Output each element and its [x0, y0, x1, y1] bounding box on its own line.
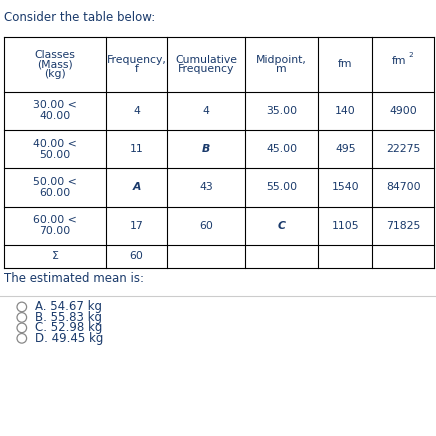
- Text: 1540: 1540: [331, 183, 359, 192]
- Text: 71825: 71825: [386, 221, 420, 231]
- Text: A. 54.67 kg: A. 54.67 kg: [35, 300, 102, 313]
- Text: 43: 43: [199, 183, 213, 192]
- Text: 4900: 4900: [389, 106, 417, 116]
- Text: fm: fm: [392, 56, 406, 66]
- Text: C: C: [278, 221, 286, 231]
- Text: 70.00: 70.00: [40, 226, 71, 236]
- Text: 4: 4: [203, 106, 210, 116]
- Text: 50.00 <: 50.00 <: [33, 177, 77, 187]
- Text: 17: 17: [129, 221, 143, 231]
- Text: C. 52.98 kg: C. 52.98 kg: [35, 321, 103, 334]
- Text: Classes: Classes: [34, 50, 75, 60]
- Text: 35.00: 35.00: [266, 106, 297, 116]
- Text: 55.00: 55.00: [266, 183, 297, 192]
- Text: The estimated mean is:: The estimated mean is:: [4, 272, 144, 285]
- Text: Consider the table below:: Consider the table below:: [4, 11, 156, 24]
- Text: Cumulative: Cumulative: [175, 54, 237, 65]
- Text: 84700: 84700: [386, 183, 420, 192]
- Text: f: f: [135, 64, 139, 74]
- Text: 495: 495: [335, 144, 356, 154]
- Text: Midpoint,: Midpoint,: [256, 54, 307, 65]
- Text: 11: 11: [129, 144, 143, 154]
- Text: 45.00: 45.00: [266, 144, 297, 154]
- Text: 22275: 22275: [386, 144, 420, 154]
- Text: fm: fm: [338, 59, 353, 69]
- Text: B. 55.83 kg: B. 55.83 kg: [35, 311, 102, 324]
- Text: m: m: [276, 64, 287, 74]
- Text: 1105: 1105: [331, 221, 359, 231]
- Text: 4: 4: [133, 106, 140, 116]
- Text: 60.00: 60.00: [40, 188, 71, 198]
- Text: 50.00: 50.00: [40, 150, 71, 160]
- Text: 140: 140: [335, 106, 356, 116]
- Text: Frequency: Frequency: [178, 64, 234, 74]
- Text: A: A: [132, 183, 141, 192]
- Text: 60: 60: [129, 252, 143, 261]
- Text: B: B: [202, 144, 210, 154]
- Text: 2: 2: [409, 52, 413, 58]
- Text: Σ: Σ: [51, 252, 58, 261]
- Text: 40.00 <: 40.00 <: [33, 139, 77, 149]
- Text: 60.00 <: 60.00 <: [33, 215, 77, 225]
- Text: Frequency,: Frequency,: [106, 54, 167, 65]
- Text: D. 49.45 kg: D. 49.45 kg: [35, 332, 104, 345]
- Text: 40.00: 40.00: [40, 111, 71, 121]
- Text: (Mass): (Mass): [37, 59, 73, 69]
- Text: 30.00 <: 30.00 <: [33, 100, 77, 110]
- Text: (kg): (kg): [44, 69, 66, 79]
- Text: 60: 60: [199, 221, 213, 231]
